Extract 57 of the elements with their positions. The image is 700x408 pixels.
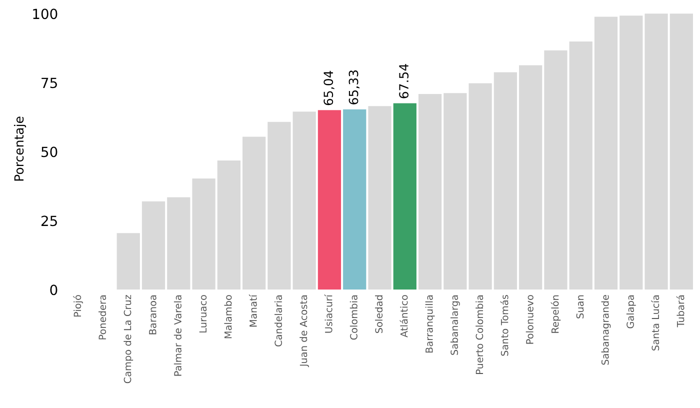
- x-tick-label: Ponedera: [98, 295, 106, 340]
- bar: [292, 112, 316, 290]
- x-tick-label: Santo Tomás: [500, 295, 508, 356]
- bar: [393, 103, 416, 290]
- bar: [644, 14, 668, 290]
- bar: [670, 14, 693, 290]
- bar: [318, 110, 342, 290]
- x-tick-label: Suan: [576, 295, 584, 318]
- x-tick-label: Colombia: [350, 295, 358, 340]
- bar: [569, 42, 592, 290]
- x-tick-label: Palmar de Varela: [174, 295, 182, 376]
- bar: [418, 94, 442, 290]
- x-tick-label: Galapa: [626, 295, 636, 328]
- data-label: 65,33: [348, 70, 360, 104]
- bar: [519, 65, 542, 290]
- x-tick-label: Luruaco: [199, 295, 207, 332]
- x-tick-label: Candelaria: [274, 295, 282, 346]
- x-tick-label: Baranoa: [149, 295, 156, 334]
- x-tick-label: Polonuevo: [526, 295, 534, 344]
- x-tick-label: Soledad: [375, 295, 383, 334]
- bar: [544, 50, 568, 290]
- bar: [192, 178, 216, 290]
- x-tick-label: Puerto Colombia: [476, 295, 484, 374]
- bar: [116, 233, 140, 290]
- bar: [494, 72, 518, 290]
- y-tick-label: 25: [41, 216, 57, 226]
- x-tick-label: Juan de Acosta: [300, 295, 309, 368]
- y-tick-label: 50: [42, 146, 58, 158]
- bar: [167, 197, 190, 290]
- x-tick-label: Repelón: [550, 295, 561, 333]
- bar: [217, 160, 240, 290]
- y-tick-label: 100: [33, 8, 58, 20]
- x-tick-label: Atlántico: [400, 295, 408, 338]
- x-tick-label: Sabanalarga: [450, 295, 460, 355]
- x-tick-label: Campo de La Cruz: [124, 294, 134, 384]
- x-tick-label: Piojó: [73, 295, 83, 317]
- x-tick-label: Manatí: [248, 294, 257, 327]
- y-tick-label: 75: [42, 78, 57, 88]
- x-tick-label: Sabanagrande: [601, 295, 611, 365]
- bar: [368, 106, 392, 290]
- x-tick-label: Santa Lucía: [651, 295, 660, 350]
- y-tick-label: 0: [50, 284, 58, 296]
- x-tick-label: Usiacurí: [324, 294, 332, 333]
- data-label: 67.54: [399, 64, 409, 98]
- bar: [268, 122, 291, 290]
- bar: [444, 93, 467, 290]
- bar: [142, 201, 166, 290]
- bar: [594, 16, 618, 290]
- x-tick-label: Barranquilla: [425, 295, 435, 353]
- y-axis-title: Porcentaje: [14, 116, 26, 181]
- bar: [620, 16, 643, 290]
- bar: [343, 109, 366, 290]
- x-tick-label: Malambo: [224, 295, 232, 338]
- data-label: 65,04: [324, 70, 334, 106]
- bar: [242, 136, 266, 290]
- x-tick-label: Tubará: [676, 295, 684, 328]
- bar: [468, 83, 492, 290]
